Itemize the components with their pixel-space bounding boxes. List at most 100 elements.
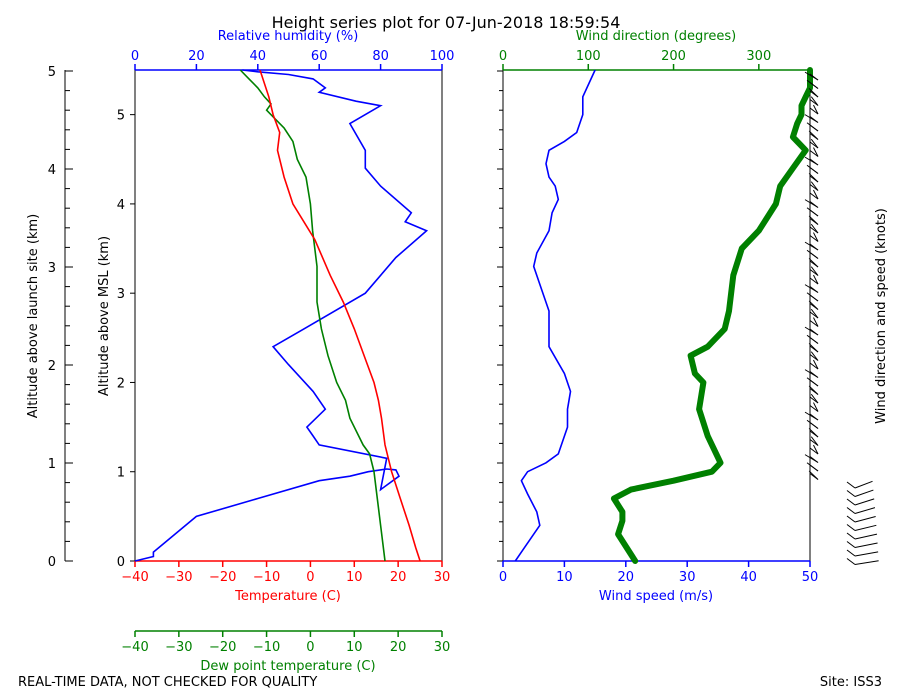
wind-barb-shaft: [813, 232, 819, 242]
wind-barb-flag: [809, 303, 819, 310]
dewpoint-tick-label: −30: [165, 640, 192, 655]
wind-barb-flag: [809, 150, 819, 157]
figure-title: Height series plot for 07-Jun-2018 18:59…: [272, 13, 621, 32]
wind-barb-shaft: [854, 524, 877, 531]
wind-barb-flag: [809, 396, 819, 404]
wind-barb-shaft: [813, 189, 819, 200]
rh-tick-label: 0: [131, 49, 139, 64]
thermo-panel: 0 1 2 3 4 5 Altitude above MSL (km) 0 20 40 60 80…: [97, 29, 454, 674]
wind-barb-flag: [809, 345, 819, 353]
inner-altitude-tick-label: 4: [117, 198, 125, 213]
outer-altitude-tick-label: 4: [48, 163, 56, 178]
wind-barb-flag: [809, 354, 819, 361]
wind-barb-flag: [809, 371, 819, 378]
wind-barb-shaft: [854, 560, 879, 565]
outer-altitude-tick-label: 3: [48, 261, 56, 276]
wdir-tick-label: 0: [499, 49, 507, 64]
wind-barb-flag: [809, 362, 819, 370]
wind-barb-flag: [809, 447, 819, 455]
wind-barb-flag: [846, 498, 856, 506]
wind-barb-flag: [809, 99, 819, 106]
wind-barb-flag: [809, 124, 819, 132]
wspd-tick-label: 10: [556, 570, 573, 585]
temperature-axis-label: Temperature (C): [234, 589, 341, 604]
wind-barb-flag: [809, 269, 819, 276]
wind-barb-shaft: [854, 515, 876, 523]
wind-barb-flag: [809, 184, 819, 191]
wind-barb-flag: [809, 430, 819, 438]
wind-barb-flag: [809, 218, 819, 225]
temperature-tick-label: −30: [165, 570, 192, 585]
outer-altitude-tick-label: 0: [48, 555, 56, 570]
inner-altitude-tick-label: 2: [117, 376, 125, 391]
wind-barb-shaft: [854, 480, 873, 489]
dewpoint-axis-label: Dew point temperature (C): [200, 659, 375, 674]
wdir-tick-label: 300: [746, 49, 771, 64]
rh-tick-label: 40: [250, 49, 267, 64]
wind-barb-flag: [809, 133, 819, 140]
wind-barb-flag: [809, 73, 819, 81]
quality-disclaimer: REAL-TIME DATA, NOT CHECKED FOR QUALITY: [18, 675, 317, 690]
wdir-axis-label: Wind direction (degrees): [576, 29, 736, 44]
wind-barb-shaft: [854, 533, 878, 540]
dewpoint-tick-label: 30: [434, 640, 451, 655]
dewpoint-tick-label: −10: [253, 640, 280, 655]
wind-barb-flag: [809, 260, 819, 268]
wind-barb-shaft: [813, 317, 819, 327]
wspd-tick-label: 40: [740, 570, 757, 585]
wind-barb-flag: [809, 439, 819, 446]
wind-barb-flag: [809, 252, 819, 259]
outer-altitude-tick-label: 1: [48, 457, 56, 472]
dewpoint-tick-label: 20: [390, 640, 407, 655]
wind-barb-flag: [809, 167, 819, 174]
wind-barb-flag: [809, 388, 819, 395]
wspd-series-line: [514, 69, 596, 562]
wind-barb-flag: [809, 235, 819, 242]
wspd-tick-label: 20: [618, 570, 635, 585]
wind-barb-flag: [809, 320, 819, 327]
wind-barb-flag: [809, 473, 819, 480]
wind-barb-flag: [809, 116, 819, 123]
temperature-tick-label: −40: [121, 570, 148, 585]
inner-altitude-tick-label: 5: [117, 109, 125, 124]
dewpoint-tick-label: −40: [121, 640, 148, 655]
wind-barb-shaft: [813, 104, 819, 115]
wind-barb-flag: [846, 507, 856, 514]
wind-barb-label: Wind direction and speed (knots): [874, 208, 889, 424]
outer-altitude-axis: 0 1 2 3 4 5 Altitude above launch site (km): [26, 65, 73, 570]
temperature-tick-label: −20: [209, 570, 236, 585]
wind-barb-flag: [809, 422, 819, 429]
wind-barb-flag: [809, 277, 819, 285]
inner-altitude-label: Altitude above MSL (km): [97, 236, 112, 396]
wind-barb-flag: [846, 558, 856, 565]
rh-tick-label: 60: [311, 49, 328, 64]
dewpoint-tick-label: −20: [209, 640, 236, 655]
wind-barb-flag: [809, 82, 819, 89]
inner-altitude-tick-label: 3: [117, 287, 125, 302]
inner-altitude-tick-label: 1: [117, 466, 125, 481]
dewpoint-tick-label: 0: [306, 640, 314, 655]
wind-barb-flag: [846, 532, 856, 540]
wind-barb-flag: [809, 226, 819, 234]
wind-barb-flag: [809, 456, 819, 463]
wind-barb-flag: [846, 549, 856, 557]
temperature-tick-label: 30: [434, 570, 451, 585]
temperature-series-line: [259, 69, 421, 562]
wind-barb-flag: [809, 294, 819, 302]
rh-axis-label: Relative humidity (%): [218, 29, 359, 44]
wind-barb-flag: [809, 464, 819, 472]
wind-barb-shaft: [813, 359, 819, 370]
wind-barb-flag: [809, 328, 819, 336]
temperature-tick-label: 20: [390, 570, 407, 585]
wind-barb-flag: [809, 209, 819, 217]
rh-tick-label: 100: [430, 49, 455, 64]
temperature-tick-label: −10: [253, 570, 280, 585]
wind-barb-flag: [809, 141, 819, 149]
wind-barb-flag: [809, 413, 819, 421]
wind-barb-flag: [809, 90, 819, 98]
wspd-tick-label: 30: [679, 570, 696, 585]
wind-barbs: [804, 71, 879, 565]
temperature-tick-label: 0: [306, 570, 314, 585]
rh-tick-label: 20: [188, 49, 205, 64]
